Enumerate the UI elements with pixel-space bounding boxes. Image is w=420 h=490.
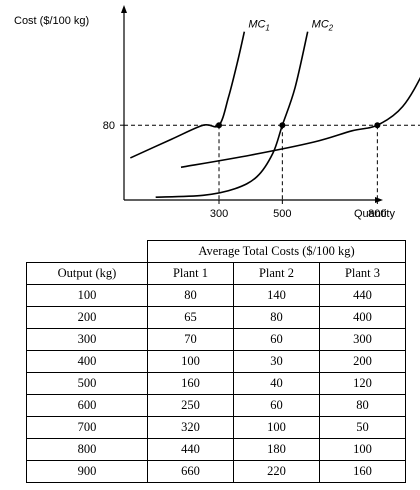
table-row: 500 160 40 120: [26, 372, 406, 395]
mc-curve-2: [155, 31, 309, 198]
y-tick-label: 80: [103, 120, 115, 132]
table-cell-plant-1: 65: [147, 306, 234, 329]
table-cell-output: 200: [26, 306, 148, 329]
table-cell-plant-1: 100: [147, 350, 234, 373]
column-header-output: Output (kg): [26, 262, 148, 285]
column-header-plant-1: Plant 1: [147, 262, 234, 285]
table-row: 900 660 220 160: [26, 460, 406, 483]
table-cell-plant-1: 320: [147, 416, 234, 439]
mc-curve-3: [180, 76, 420, 169]
table-cell-output: 400: [26, 350, 148, 373]
table-cell-plant-2: 140: [233, 284, 320, 307]
mc-curve-1: [130, 31, 246, 159]
table-group-header-row: Average Total Costs ($/100 kg): [26, 240, 406, 263]
table-cell-plant-2: 80: [233, 306, 320, 329]
table-cell-plant-2: 60: [233, 394, 320, 417]
y-axis-arrow: [121, 5, 127, 13]
table-cell-plant-3: 300: [319, 328, 406, 351]
table-cell-plant-2: 180: [233, 438, 320, 461]
table-row: 800 440 180 100: [26, 438, 406, 461]
x-tick-label: 300: [210, 208, 228, 220]
table-group-header: Average Total Costs ($/100 kg): [147, 240, 406, 263]
table-cell-plant-3: 200: [319, 350, 406, 373]
column-header-plant-2: Plant 2: [233, 262, 320, 285]
intersection-point: [279, 122, 286, 129]
table-cell-plant-3: 160: [319, 460, 406, 483]
table-cell-output: 700: [26, 416, 148, 439]
table-cell-plant-2: 40: [233, 372, 320, 395]
table-cell-plant-2: 220: [233, 460, 320, 483]
table-row: 400 100 30 200: [26, 350, 406, 373]
table-row: 100 80 140 440: [26, 284, 406, 307]
table-cell-plant-2: 100: [233, 416, 320, 439]
table-row: 300 70 60 300: [26, 328, 406, 351]
curve-label-mc2: MC: [312, 19, 329, 31]
table-cell-plant-1: 250: [147, 394, 234, 417]
table-cell-plant-2: 60: [233, 328, 320, 351]
table-cell-plant-1: 80: [147, 284, 234, 307]
table-cell-output: 900: [26, 460, 148, 483]
table-cell-plant-1: 660: [147, 460, 234, 483]
table-cell-plant-3: 400: [319, 306, 406, 329]
intersection-point: [216, 122, 223, 129]
table-cell-output: 100: [26, 284, 148, 307]
x-axis-label: Quantity: [354, 208, 395, 220]
table-cell-output: 300: [26, 328, 148, 351]
table-cell-plant-3: 440: [319, 284, 406, 307]
average-total-costs-table: Average Total Costs ($/100 kg) Output (k…: [26, 240, 406, 483]
curve-label-sub-2: 2: [328, 24, 334, 33]
table-cell-plant-1: 70: [147, 328, 234, 351]
table-cell-plant-2: 30: [233, 350, 320, 373]
table-cell-plant-3: 100: [319, 438, 406, 461]
table-cell-plant-1: 440: [147, 438, 234, 461]
table-cell-output: 600: [26, 394, 148, 417]
table-cell-plant-3: 120: [319, 372, 406, 395]
table-row: 700 320 100 50: [26, 416, 406, 439]
x-tick-label: 500: [273, 208, 291, 220]
x-tick-label: 800: [368, 208, 386, 220]
intersection-point: [374, 122, 381, 129]
table-cell-output: 500: [26, 372, 148, 395]
table-row: 200 65 80 400: [26, 306, 406, 329]
column-header-plant-3: Plant 3: [319, 262, 406, 285]
table-column-header-row: Output (kg) Plant 1 Plant 2 Plant 3: [26, 262, 406, 285]
table-cell-plant-1: 160: [147, 372, 234, 395]
table-cell-output: 800: [26, 438, 148, 461]
curve-label-sub-1: 1: [265, 24, 269, 33]
table-cell-plant-3: 50: [319, 416, 406, 439]
table-row: 600 250 60 80: [26, 394, 406, 417]
y-axis-label: Cost ($/100 kg): [14, 15, 89, 27]
table-cell-plant-3: 80: [319, 394, 406, 417]
curve-label-mc1: MC: [248, 19, 265, 31]
table-corner-blank: [26, 240, 148, 263]
table-body: 100 80 140 440 200 65 80 400 300 70 60 300 400 100 30 2…: [26, 284, 406, 483]
